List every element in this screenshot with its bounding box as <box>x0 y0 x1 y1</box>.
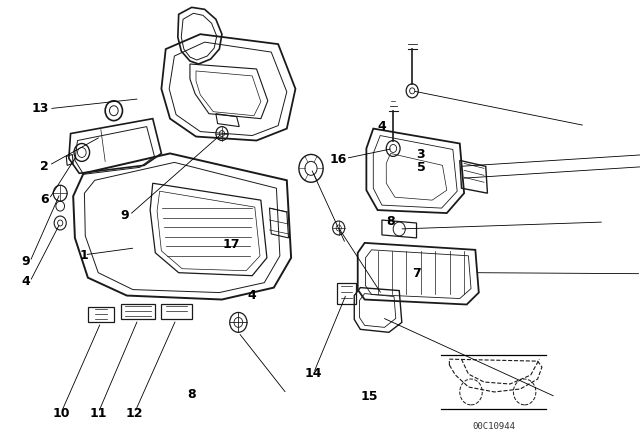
Text: 13: 13 <box>31 102 49 115</box>
Text: 2: 2 <box>40 159 49 172</box>
Text: 17: 17 <box>223 237 240 250</box>
Text: 7: 7 <box>412 267 421 280</box>
Text: 11: 11 <box>90 407 107 420</box>
Text: 12: 12 <box>125 407 143 420</box>
Text: 4: 4 <box>378 120 387 133</box>
Text: 1: 1 <box>80 249 89 262</box>
Text: 16: 16 <box>330 153 348 166</box>
Text: 10: 10 <box>52 407 70 420</box>
Text: 9: 9 <box>22 255 30 268</box>
Text: 00C10944: 00C10944 <box>473 422 516 431</box>
Text: 6: 6 <box>40 193 49 206</box>
Text: 3: 3 <box>417 148 425 161</box>
Text: 4: 4 <box>21 276 30 289</box>
Text: 14: 14 <box>305 366 323 379</box>
Text: 8: 8 <box>187 388 195 401</box>
Text: 8: 8 <box>386 215 395 228</box>
Text: 15: 15 <box>360 390 378 403</box>
Text: 5: 5 <box>417 160 426 173</box>
Text: 9: 9 <box>120 209 129 222</box>
Text: 4: 4 <box>248 289 257 302</box>
